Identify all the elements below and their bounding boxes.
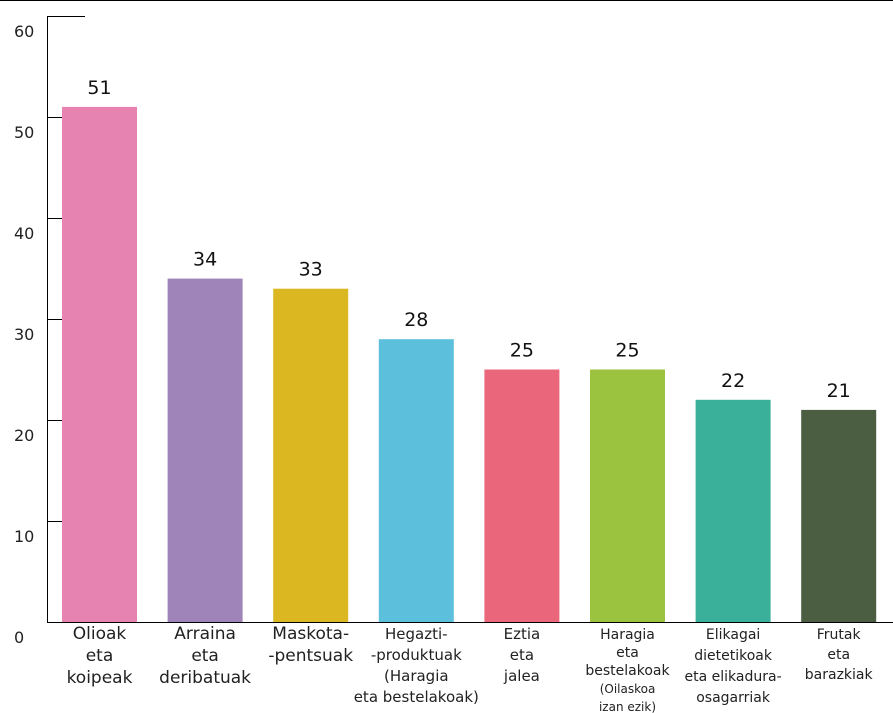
category-label: Maskota- <box>272 624 349 644</box>
category-label: osagarriak <box>696 690 771 706</box>
category-label: -pentsuak <box>268 646 353 666</box>
category-label: Olioak <box>73 624 127 644</box>
bar <box>590 369 665 622</box>
bars <box>62 106 877 622</box>
category-label: bestelakoak <box>585 663 670 679</box>
category-label: Eztia <box>504 625 541 643</box>
category-label: eta bestelakoak) <box>354 688 479 706</box>
bar <box>378 339 454 622</box>
category-label: eta <box>86 646 114 666</box>
category-label: jalea <box>503 667 540 685</box>
bar-value-label: 34 <box>193 249 217 271</box>
category-label: Hegazti- <box>385 625 448 643</box>
bar <box>695 399 771 622</box>
value-labels: 51 34 33 28 25 25 22 21 <box>87 77 850 402</box>
category-label: deribatuak <box>159 668 251 688</box>
category-label: Arraina <box>174 624 236 644</box>
category-label: Elikagai <box>706 627 760 643</box>
bar-value-label: 33 <box>299 259 323 281</box>
category-label: koipeak <box>67 668 133 688</box>
category-label: (Oilaskoa <box>600 682 656 696</box>
category-label: eta <box>616 645 639 661</box>
y-tick-label: 30 <box>14 325 34 344</box>
bar <box>484 369 560 622</box>
y-ticks: 0 10 20 30 40 50 60 <box>14 16 85 647</box>
bar <box>62 106 137 622</box>
category-label: eta <box>191 646 219 666</box>
bar-value-label: 25 <box>615 340 639 362</box>
category-label: izan ezik) <box>599 700 656 713</box>
bar-value-label: 21 <box>827 380 851 402</box>
category-label: eta <box>510 646 534 664</box>
category-label: Haragia <box>600 627 655 643</box>
bar-value-label: 22 <box>721 370 745 392</box>
category-label: dietetikoak <box>694 648 773 664</box>
bar-value-label: 25 <box>510 340 534 362</box>
y-tick-label: 20 <box>14 426 34 445</box>
bar <box>167 278 243 622</box>
category-label: barazkiak <box>805 667 874 683</box>
bar <box>273 288 349 622</box>
bar-value-label: 51 <box>87 77 111 99</box>
bar <box>801 409 877 622</box>
category-label: -produktuak <box>371 646 462 664</box>
y-tick-label: 40 <box>14 224 34 243</box>
y-tick-label: 60 <box>14 22 34 41</box>
y-tick-label: 0 <box>14 628 24 647</box>
y-tick-label: 50 <box>14 123 34 142</box>
category-label: Frutak <box>817 627 862 643</box>
category-label: eta <box>827 647 850 663</box>
category-label: eta elikadura- <box>685 669 782 685</box>
bar-value-label: 28 <box>404 309 428 331</box>
category-label: (Haragia <box>384 667 449 685</box>
y-tick-label: 10 <box>14 527 34 546</box>
category-labels: OlioaketakoipeakArrainaetaderibatuakMask… <box>67 624 874 713</box>
